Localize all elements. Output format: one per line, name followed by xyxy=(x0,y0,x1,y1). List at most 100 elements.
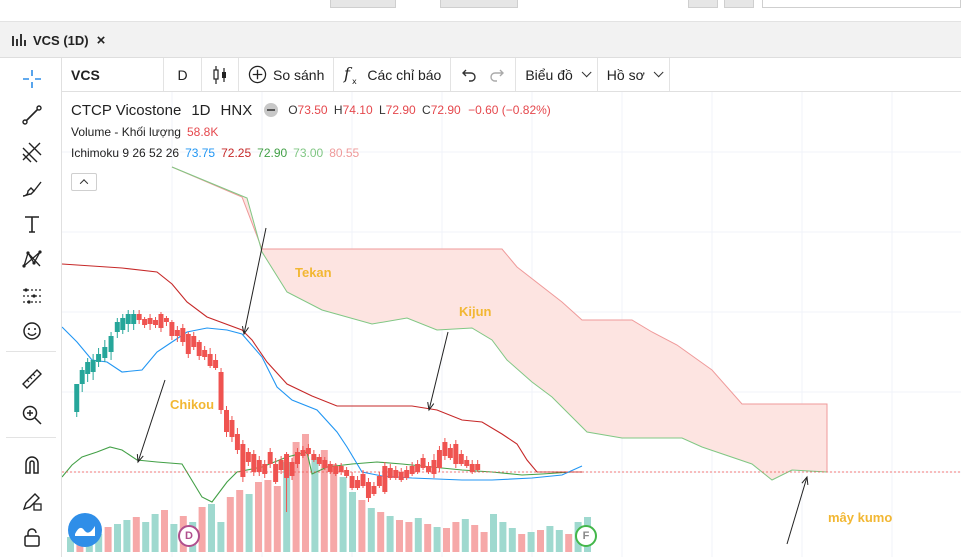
forecast-icon xyxy=(23,288,41,304)
ruler-tool[interactable] xyxy=(16,364,48,394)
tenkan-line xyxy=(62,326,583,481)
chevron-down-icon xyxy=(581,67,592,78)
undo-icon xyxy=(462,69,476,82)
volume-bar xyxy=(565,534,573,552)
compare-button[interactable]: So sánh xyxy=(239,58,335,91)
volume-bar xyxy=(255,482,262,552)
candle-body xyxy=(311,454,317,460)
top-strip-button[interactable] xyxy=(724,0,754,8)
candle-body xyxy=(74,384,80,412)
candle-body xyxy=(338,466,344,472)
candle-body xyxy=(333,466,339,474)
volume-bar xyxy=(490,514,497,552)
volume-bar xyxy=(349,492,356,552)
brush-tool[interactable] xyxy=(16,173,48,203)
volume-bar xyxy=(320,450,328,552)
top-strip-search[interactable] xyxy=(762,0,961,8)
candle-body xyxy=(300,450,306,456)
chevron-up-icon xyxy=(79,179,89,188)
volume-bar xyxy=(339,477,347,552)
volume-bar xyxy=(367,508,375,552)
crosshair-tool[interactable] xyxy=(16,64,48,94)
candle-body xyxy=(120,318,126,330)
tab-title: VCS (1D) xyxy=(33,32,89,48)
emoji-tool[interactable] xyxy=(16,316,48,346)
candle-body xyxy=(322,460,328,468)
ichimoku-kijun-value: 72.25 xyxy=(221,146,252,160)
magnet-tool[interactable] xyxy=(16,450,48,480)
hide-legend-icon[interactable] xyxy=(264,103,279,117)
close-icon[interactable]: × xyxy=(96,31,106,49)
candle-body xyxy=(262,464,268,474)
candle-body xyxy=(404,470,410,478)
redo-button[interactable] xyxy=(483,58,517,91)
candle-body xyxy=(273,464,279,482)
interval-button[interactable]: D xyxy=(164,58,202,91)
smile-icon xyxy=(23,322,41,340)
chart-style-button[interactable] xyxy=(202,58,239,91)
volume-bar xyxy=(236,490,244,552)
drawing-toolbar xyxy=(0,58,62,557)
kijun-arrow-head xyxy=(427,402,435,412)
pattern-tool[interactable] xyxy=(16,245,48,275)
collapse-legend-button[interactable] xyxy=(71,173,97,191)
candle-body xyxy=(365,482,371,498)
volume-bar xyxy=(555,530,563,552)
volume-bar xyxy=(405,522,413,552)
lock-drawings-tool[interactable] xyxy=(16,486,48,516)
wave-logo-icon xyxy=(75,526,95,536)
profile-menu[interactable]: Hồ sơ xyxy=(598,58,670,91)
volume-bar xyxy=(132,517,140,552)
ichimoku-span-a-value: 73.00 xyxy=(293,146,324,160)
candle-body xyxy=(234,434,240,450)
candle-body xyxy=(278,460,284,470)
candle-body xyxy=(431,460,437,474)
forecast-tool[interactable] xyxy=(16,281,48,311)
candle-body xyxy=(267,452,273,464)
volume-bar xyxy=(226,497,234,552)
volume-legend: Volume - Khối lượng 58.8K xyxy=(71,123,551,141)
chart-layout-menu[interactable]: Biểu đồ xyxy=(516,58,598,91)
brand-logo-icon[interactable] xyxy=(68,513,102,547)
top-strip-button[interactable] xyxy=(440,0,518,8)
text-tool[interactable] xyxy=(16,209,48,239)
top-strip-button[interactable] xyxy=(330,0,396,8)
top-strip-button[interactable] xyxy=(688,0,718,8)
chart-pane[interactable]: CTCP Vicostone 1D HNX O73.50 H74.10 L72.… xyxy=(62,92,961,557)
ichimoku-tenkan-value: 73.75 xyxy=(185,146,216,160)
compare-label: So sánh xyxy=(273,66,325,83)
kumo-arrow xyxy=(786,476,808,545)
volume-bar xyxy=(452,522,460,552)
candle-body xyxy=(376,476,382,486)
indicators-label: Các chỉ báo xyxy=(367,66,442,83)
browser-top-strip xyxy=(0,0,961,22)
dividend-marker[interactable]: D xyxy=(178,525,200,547)
volume-bar xyxy=(208,504,215,552)
legend-exchange: HNX xyxy=(220,101,253,119)
undo-button[interactable] xyxy=(451,58,483,91)
svg-text:f: f xyxy=(343,64,353,83)
tab-vcs[interactable]: VCS (1D) × xyxy=(0,22,130,58)
kijun-line xyxy=(62,263,582,473)
zoom-tool[interactable] xyxy=(16,400,48,430)
candle-icon xyxy=(213,65,226,84)
ichimoku-span-b-value: 80.55 xyxy=(329,146,360,160)
symbol-search-button[interactable]: VCS xyxy=(62,58,164,91)
candle-body xyxy=(436,450,442,468)
fib-tool[interactable] xyxy=(16,137,48,167)
lock-tool[interactable] xyxy=(16,522,48,552)
volume-bar xyxy=(198,507,206,552)
earnings-marker[interactable]: F xyxy=(575,525,597,547)
candle-body xyxy=(96,354,102,362)
candle-body xyxy=(349,476,355,488)
volume-bar xyxy=(217,522,225,552)
volume-bar xyxy=(443,528,450,552)
volume-bar xyxy=(508,528,516,552)
pattern-icon xyxy=(22,250,42,268)
volume-bar xyxy=(527,532,535,552)
candle-body xyxy=(85,362,91,374)
candle-body xyxy=(415,464,421,472)
trend-line-tool[interactable] xyxy=(16,100,48,130)
